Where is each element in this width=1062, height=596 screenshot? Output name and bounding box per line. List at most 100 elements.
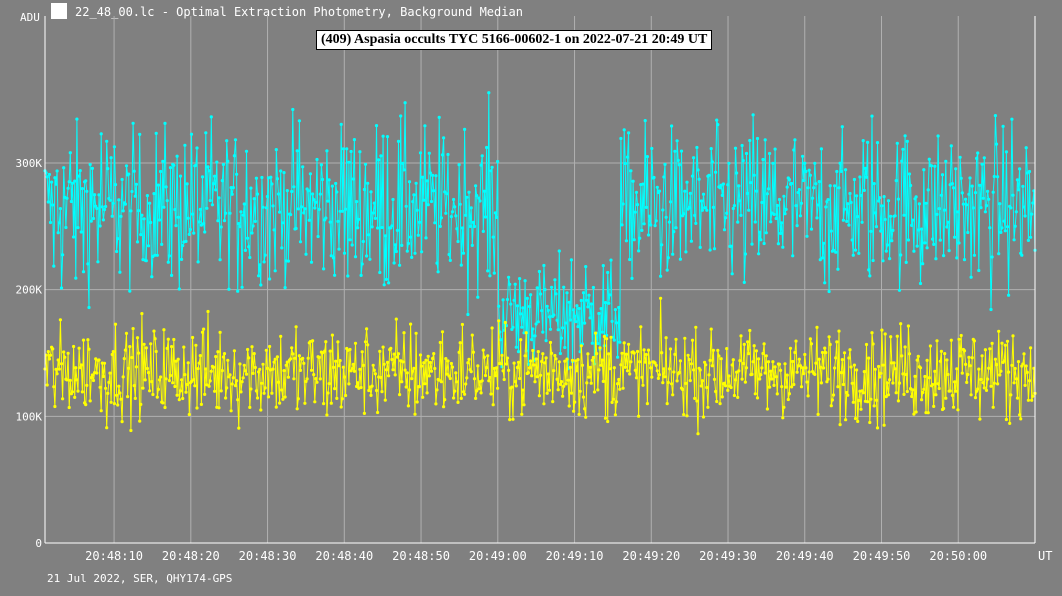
data-point bbox=[95, 206, 99, 211]
data-point bbox=[610, 400, 614, 404]
data-point bbox=[59, 286, 64, 290]
data-point bbox=[990, 255, 994, 259]
data-point bbox=[903, 345, 907, 349]
data-point bbox=[740, 143, 744, 148]
data-point bbox=[550, 285, 554, 289]
data-point bbox=[755, 396, 760, 400]
data-point bbox=[175, 154, 179, 158]
data-point bbox=[346, 274, 350, 278]
data-point bbox=[970, 184, 974, 188]
data-point bbox=[547, 315, 552, 319]
data-point bbox=[544, 339, 548, 343]
data-point bbox=[653, 224, 657, 228]
data-point bbox=[383, 234, 387, 238]
data-point bbox=[445, 372, 449, 376]
data-point bbox=[207, 169, 211, 173]
data-point bbox=[68, 151, 72, 155]
data-point bbox=[276, 192, 281, 196]
data-point bbox=[216, 219, 220, 223]
data-point bbox=[849, 365, 853, 369]
data-point bbox=[619, 136, 623, 141]
data-point bbox=[110, 352, 114, 357]
data-point bbox=[799, 385, 804, 389]
data-point bbox=[783, 212, 787, 216]
data-point bbox=[705, 208, 709, 212]
data-point bbox=[97, 193, 101, 197]
data-point bbox=[736, 220, 740, 224]
data-point bbox=[463, 392, 467, 396]
data-point bbox=[365, 327, 369, 331]
data-point bbox=[525, 296, 529, 300]
data-point bbox=[373, 372, 377, 376]
data-point bbox=[64, 225, 68, 230]
data-point bbox=[694, 325, 698, 329]
data-point bbox=[452, 197, 456, 202]
data-point bbox=[55, 169, 59, 173]
data-point bbox=[567, 404, 571, 408]
data-point bbox=[533, 334, 537, 338]
data-point bbox=[904, 260, 908, 264]
data-point bbox=[1005, 225, 1010, 229]
data-point bbox=[340, 397, 344, 401]
data-point bbox=[226, 159, 230, 163]
data-point bbox=[743, 380, 748, 384]
data-point bbox=[836, 385, 840, 389]
data-point bbox=[656, 376, 661, 380]
data-point bbox=[77, 174, 81, 178]
data-point bbox=[546, 308, 550, 312]
data-point bbox=[303, 401, 307, 405]
data-point bbox=[401, 161, 405, 165]
data-point bbox=[84, 403, 88, 407]
data-point bbox=[239, 390, 243, 394]
data-point bbox=[573, 314, 577, 318]
data-point bbox=[75, 378, 79, 382]
data-point bbox=[233, 138, 238, 142]
data-point bbox=[970, 356, 974, 360]
data-point bbox=[643, 360, 647, 364]
data-point bbox=[117, 384, 121, 388]
data-point bbox=[668, 200, 673, 204]
data-point bbox=[940, 173, 945, 177]
x-tick-label: 20:48:30 bbox=[239, 549, 297, 563]
data-point bbox=[106, 167, 110, 171]
data-point bbox=[357, 217, 361, 221]
data-point bbox=[258, 367, 262, 371]
data-point bbox=[170, 273, 174, 277]
data-point bbox=[252, 197, 256, 201]
data-point bbox=[719, 357, 723, 361]
data-point bbox=[427, 151, 431, 155]
data-point bbox=[859, 407, 863, 411]
data-point bbox=[575, 304, 579, 308]
data-point bbox=[445, 192, 449, 196]
data-point bbox=[717, 354, 721, 358]
data-point bbox=[750, 372, 754, 376]
data-point bbox=[624, 239, 629, 243]
data-point bbox=[521, 306, 525, 310]
data-point bbox=[207, 384, 211, 388]
data-point bbox=[937, 207, 941, 211]
data-point bbox=[899, 322, 903, 326]
data-point bbox=[747, 208, 751, 212]
data-point bbox=[890, 361, 894, 365]
data-point bbox=[52, 264, 56, 268]
data-point bbox=[536, 320, 540, 324]
data-point bbox=[964, 362, 968, 366]
data-point bbox=[568, 365, 572, 369]
data-point bbox=[787, 392, 792, 396]
data-point bbox=[980, 162, 984, 166]
x-tick-label: 20:49:20 bbox=[622, 549, 680, 563]
data-point bbox=[349, 149, 353, 154]
data-point bbox=[379, 375, 383, 380]
data-point bbox=[543, 288, 547, 292]
data-point bbox=[194, 163, 198, 167]
data-point bbox=[828, 342, 832, 347]
data-point bbox=[152, 192, 156, 196]
data-point bbox=[448, 376, 452, 381]
data-point bbox=[467, 357, 471, 361]
data-point bbox=[411, 200, 415, 204]
data-point bbox=[141, 386, 145, 390]
data-point bbox=[335, 190, 339, 194]
data-point bbox=[376, 410, 380, 415]
data-point bbox=[1026, 398, 1030, 402]
data-point bbox=[982, 386, 986, 390]
